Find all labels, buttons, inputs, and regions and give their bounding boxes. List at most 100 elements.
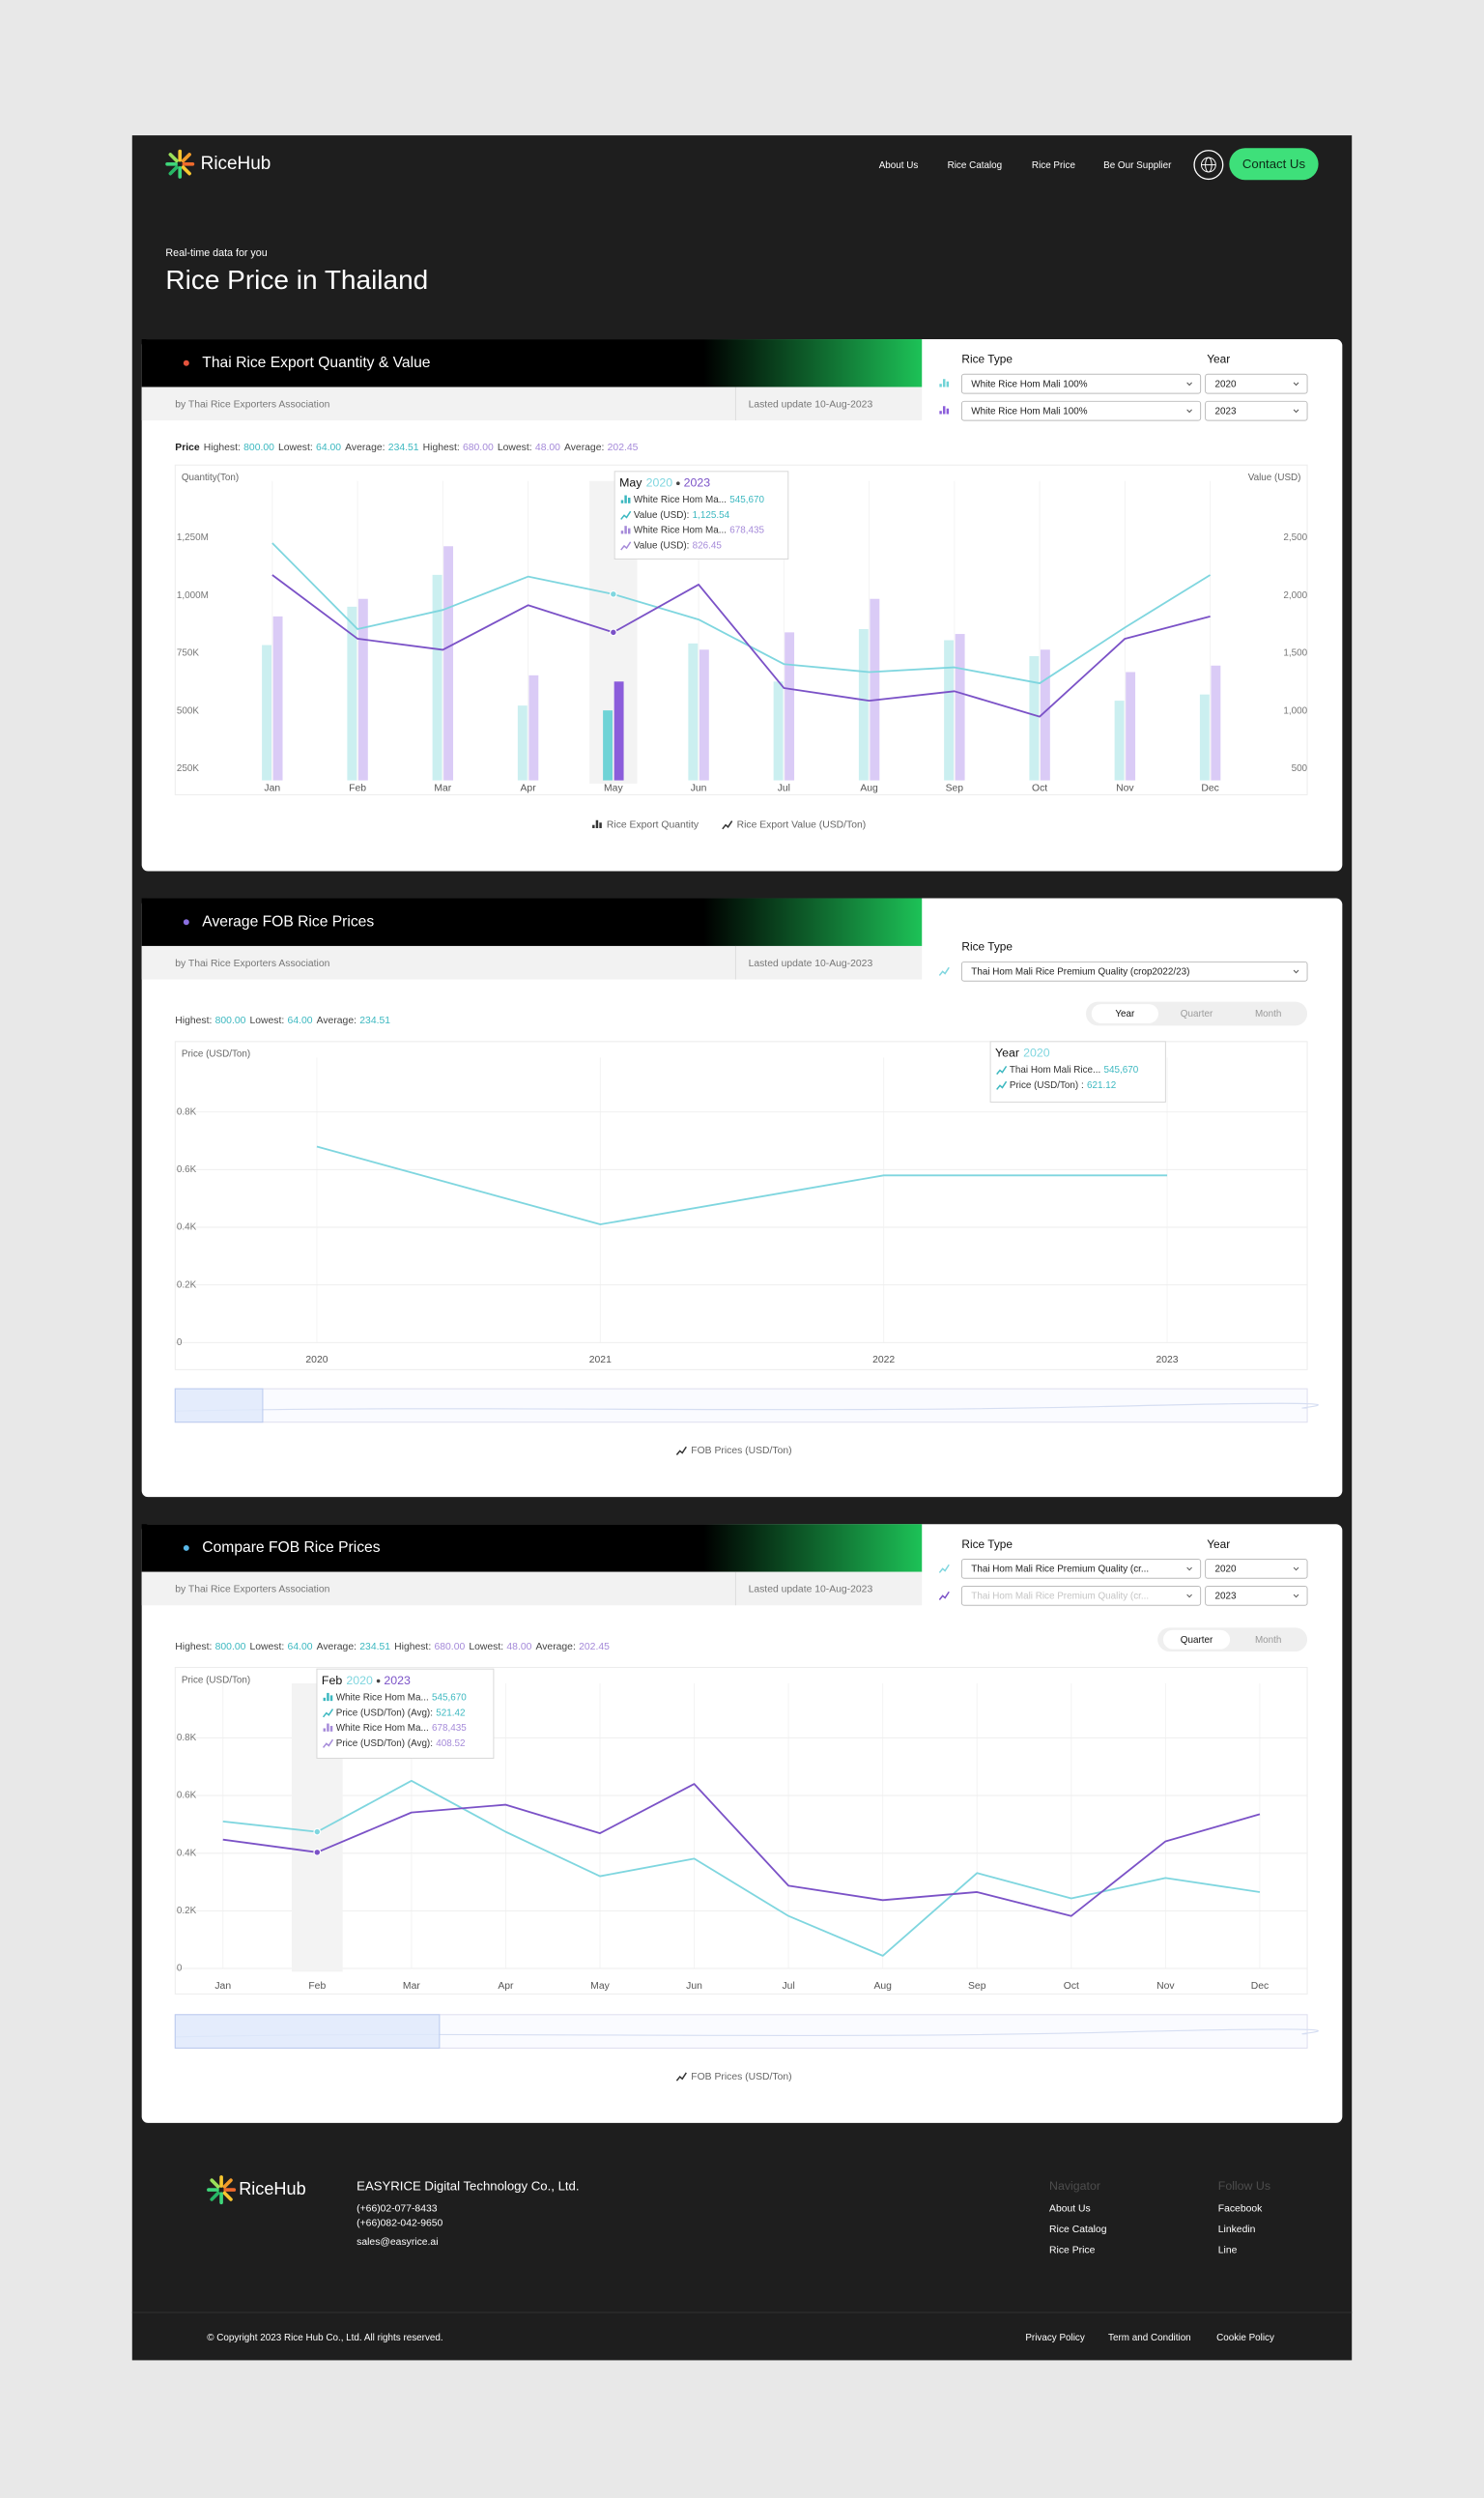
x-tick-label: Jul — [778, 784, 790, 794]
footer-link[interactable]: Line — [1218, 2245, 1238, 2255]
select[interactable] — [1205, 373, 1308, 394]
stat-label: Lowest: — [278, 443, 313, 453]
footer-link[interactable]: Linkedin — [1218, 2225, 1256, 2235]
x-tick-label: Jan — [264, 784, 280, 794]
icon — [675, 1446, 687, 1455]
select[interactable] — [960, 1558, 1202, 1579]
select[interactable] — [960, 373, 1202, 394]
tooltip-value: 408.52 — [436, 1738, 465, 1749]
line — [271, 542, 1212, 684]
icon — [327, 1692, 329, 1702]
email[interactable]: sales@easyrice.ai — [357, 2237, 438, 2248]
card-subheader — [141, 1571, 923, 1606]
bar — [614, 681, 624, 781]
tooltip-value: 678,435 — [729, 526, 764, 536]
slider-selection[interactable] — [174, 2014, 441, 2049]
source: by Thai Rice Exporters Association — [175, 399, 329, 410]
nav-link[interactable]: Rice Price — [1032, 160, 1076, 171]
tooltip-value: 521.42 — [436, 1708, 465, 1718]
select[interactable] — [960, 961, 1308, 982]
bar — [1040, 649, 1050, 781]
card-title: Average FOB Rice Prices — [202, 913, 374, 930]
stats-prefix: Price — [175, 443, 200, 453]
y-tick-label: 0.2K — [177, 1906, 197, 1916]
legend-label: Rice Export Value (USD/Ton) — [737, 819, 867, 830]
bar — [262, 645, 271, 781]
icon — [599, 822, 602, 828]
select-value: Thai Hom Mali Rice Premium Quality (crop… — [971, 966, 1189, 977]
tooltip-label: White Rice Hom Ma... — [634, 526, 727, 536]
icon — [329, 1695, 333, 1702]
stat-label: Average: — [536, 1642, 576, 1652]
select[interactable] — [960, 400, 1202, 421]
x-tick-label: May — [604, 784, 623, 794]
language-button[interactable] — [1193, 150, 1224, 181]
icon — [939, 411, 942, 415]
tab[interactable]: Month — [1255, 1009, 1281, 1019]
tooltip-label: Value (USD): — [634, 510, 689, 521]
tab[interactable]: Quarter — [1181, 1635, 1213, 1646]
slider-selection[interactable] — [174, 1388, 264, 1423]
icon — [722, 820, 733, 830]
stat-label: Highest: — [204, 443, 241, 453]
footer-link[interactable]: Rice Catalog — [1049, 2225, 1107, 2235]
x-tick-label: 2021 — [589, 1355, 612, 1365]
line — [271, 574, 1211, 718]
y-tick-label: 0.8K — [177, 1733, 197, 1743]
tooltip-year: 2020 — [646, 475, 673, 489]
stat-label: Average: — [317, 1642, 357, 1652]
nav-link[interactable]: Be Our Supplier — [1103, 160, 1172, 171]
tab[interactable]: Year — [1115, 1009, 1135, 1019]
phone: (+66)082-042-9650 — [357, 2218, 442, 2228]
nav-link[interactable]: About Us — [879, 160, 919, 171]
tab[interactable]: Month — [1255, 1635, 1281, 1646]
footer-link[interactable]: Facebook — [1218, 2204, 1263, 2215]
icon — [620, 531, 624, 534]
select[interactable] — [1205, 400, 1308, 421]
select[interactable] — [1205, 1585, 1308, 1606]
plot-frame — [174, 464, 1308, 795]
icon — [996, 1065, 1008, 1076]
legal-link[interactable]: Privacy Policy — [1025, 2333, 1085, 2343]
legal-link[interactable]: Term and Condition — [1108, 2333, 1191, 2343]
last-update: Lasted update 10-Aug-2023 — [749, 1585, 873, 1595]
hero-eyebrow: Real-time data for you — [165, 247, 267, 259]
footer-link[interactable]: About Us — [1049, 2204, 1091, 2215]
nav-link[interactable]: Rice Catalog — [948, 160, 1003, 171]
range-slider[interactable] — [174, 1388, 1308, 1423]
footer-link[interactable]: Rice Price — [1049, 2245, 1096, 2255]
select[interactable] — [1205, 1558, 1308, 1579]
tab-active — [1091, 1004, 1158, 1023]
select-value: White Rice Hom Mali 100% — [971, 379, 1087, 389]
bar — [699, 649, 709, 781]
tooltip-label: Thai Hom Mali Rice... — [1010, 1065, 1100, 1076]
slider-preview — [175, 1402, 1319, 1412]
tooltip-value: 1,125.54 — [693, 510, 730, 521]
y-tick-label: 0.4K — [177, 1848, 197, 1858]
y2-tick-label: 2,000 — [1283, 590, 1307, 601]
x-tick-label: Dec — [1201, 784, 1218, 794]
icon — [946, 381, 950, 388]
contact-button[interactable] — [1229, 148, 1319, 181]
bar — [517, 705, 528, 781]
icon — [942, 379, 946, 388]
x-tick-label: Jul — [782, 1981, 794, 1992]
stat-label: Lowest: — [498, 443, 532, 453]
card-title: Compare FOB Rice Prices — [202, 1539, 380, 1556]
y-tick-label: 0.4K — [177, 1222, 197, 1233]
card-header — [141, 898, 923, 946]
stat-label: Highest: — [175, 1016, 212, 1026]
x-tick-label: Apr — [521, 784, 537, 794]
bar — [858, 629, 869, 781]
bar — [1029, 655, 1040, 781]
stat-value: 48.00 — [535, 443, 560, 453]
tab[interactable]: Quarter — [1181, 1009, 1213, 1019]
brand[interactable]: RiceHub — [201, 154, 271, 174]
contact-button-label[interactable]: Contact Us — [1242, 157, 1306, 171]
legal-link[interactable]: Cookie Policy — [1216, 2333, 1274, 2343]
stat-value: 234.51 — [359, 1642, 390, 1652]
stat-label: Lowest: — [250, 1016, 285, 1026]
y2-tick-label: 1,000 — [1283, 705, 1307, 716]
x-tick-label: Aug — [860, 784, 878, 794]
tooltip — [989, 1041, 1166, 1103]
